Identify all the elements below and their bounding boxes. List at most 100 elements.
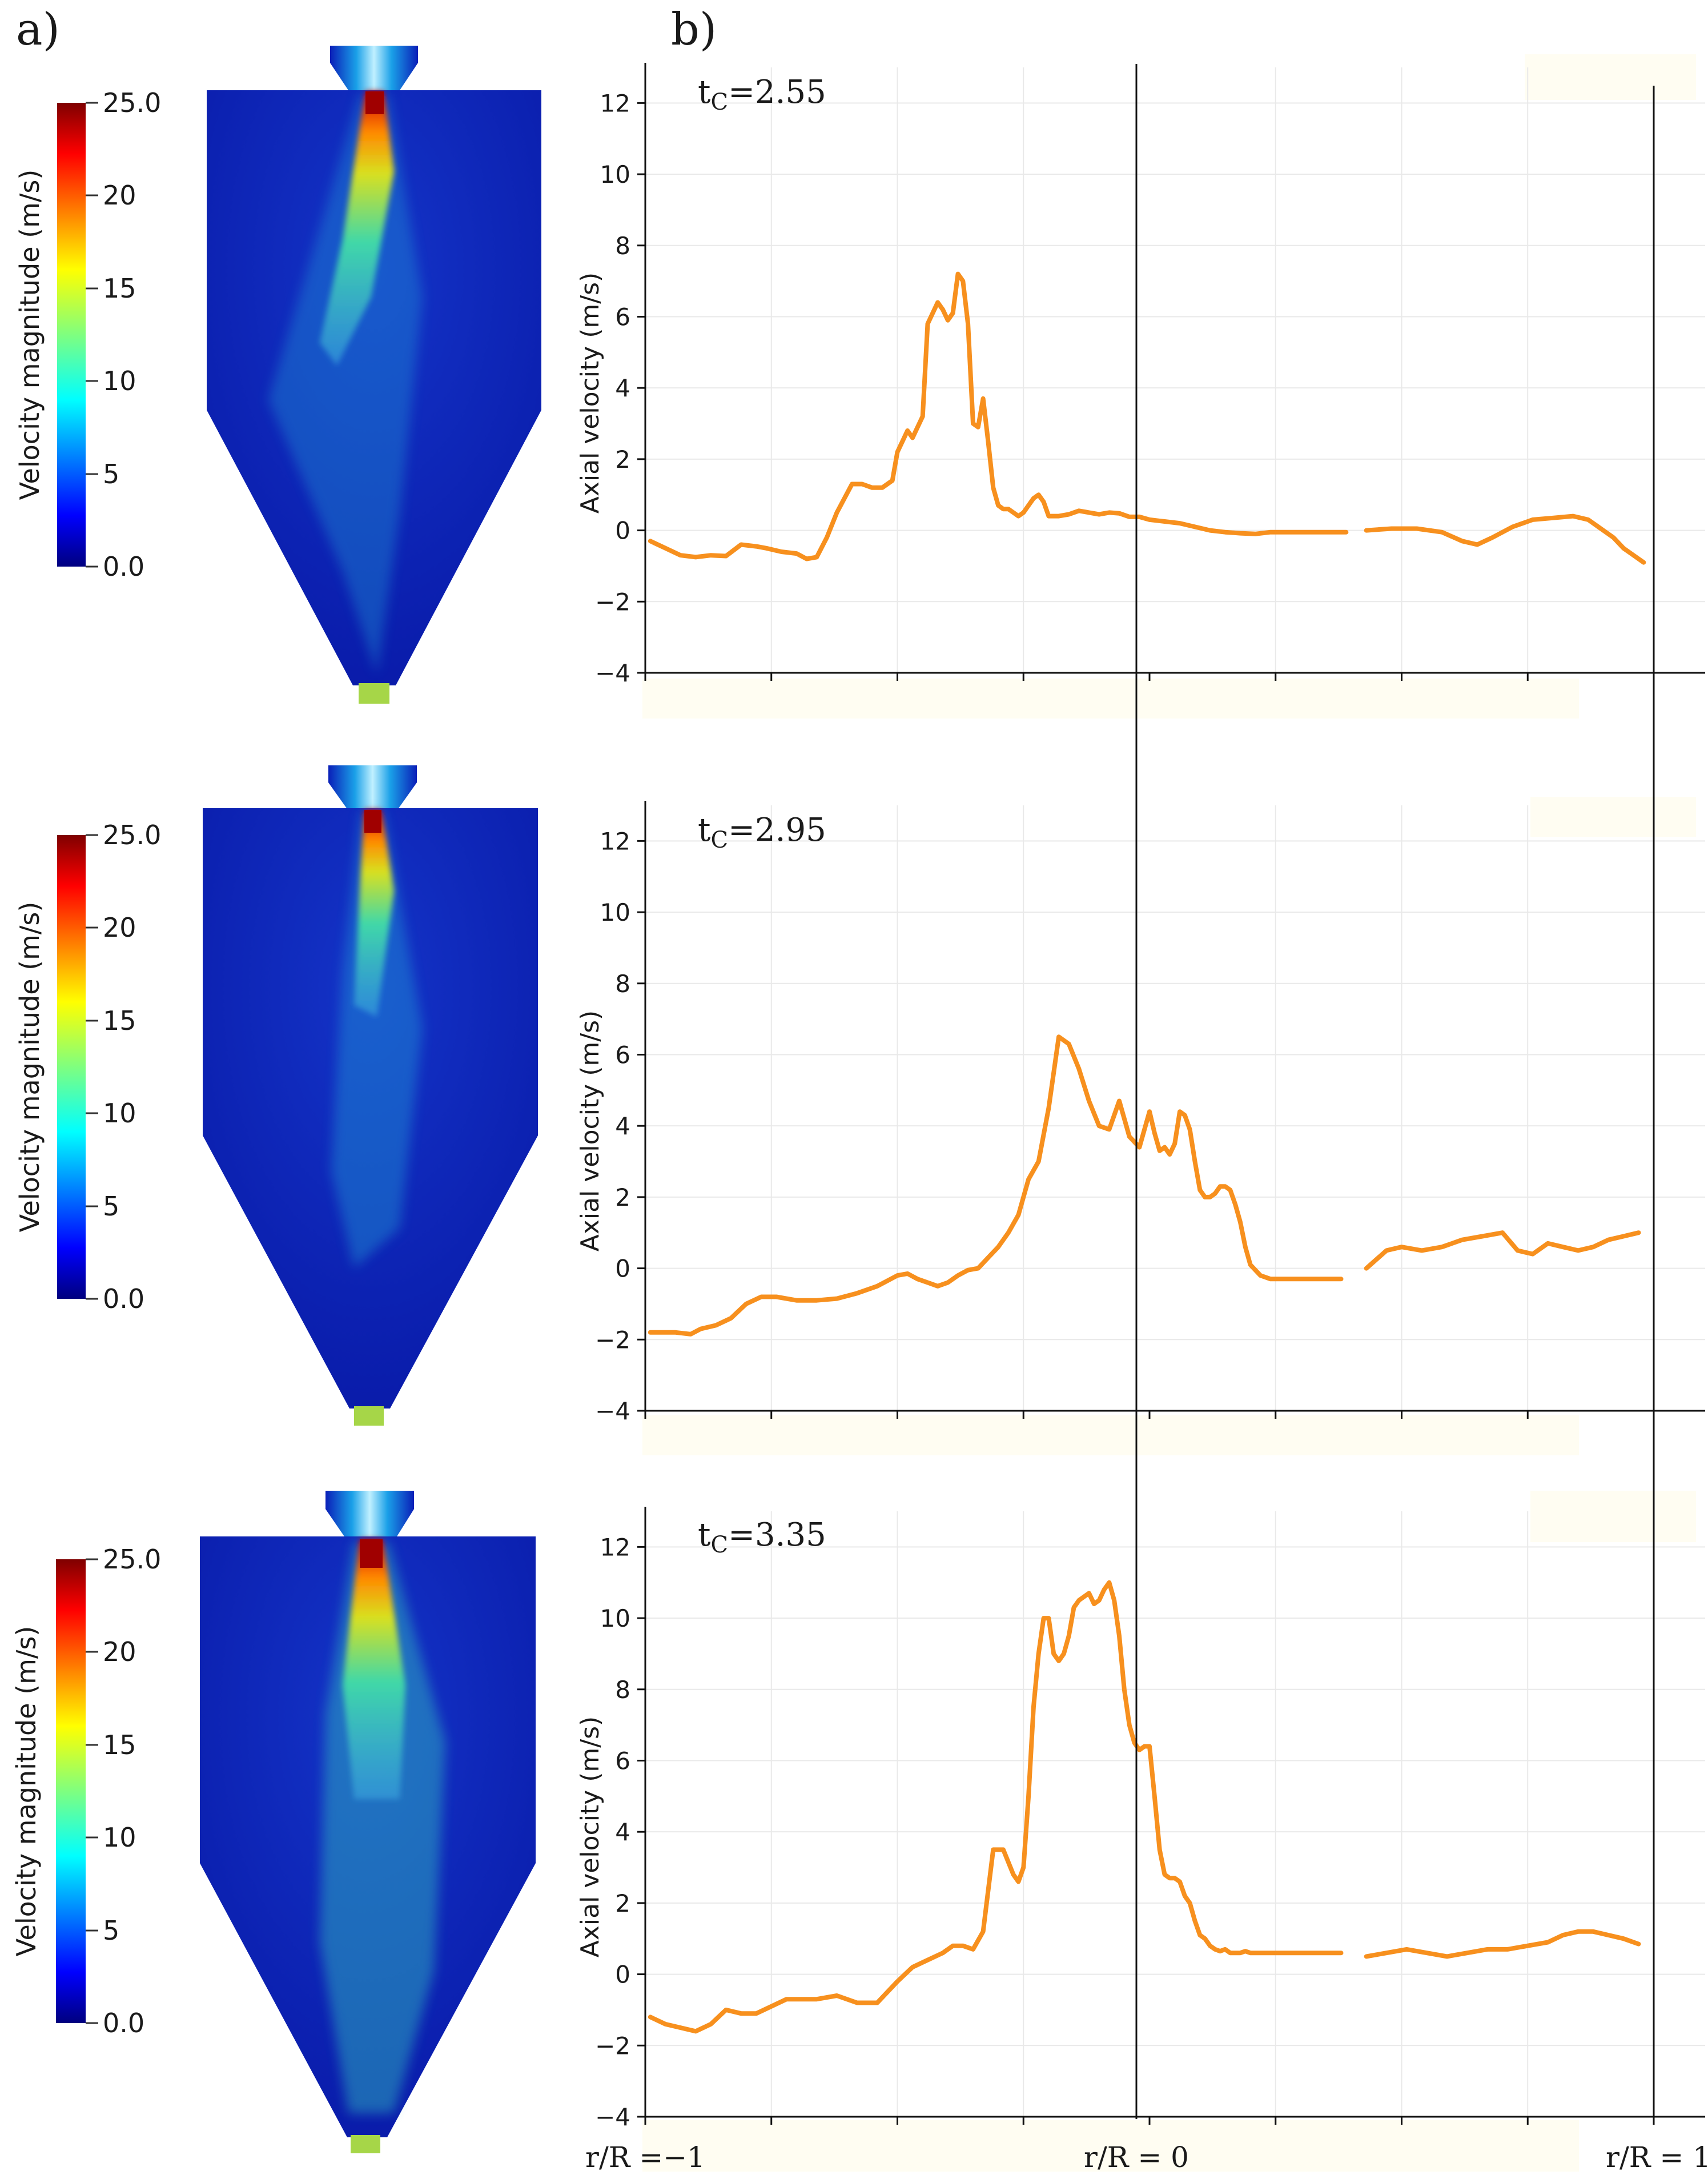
colorbar-tick: 5 xyxy=(103,1191,119,1222)
colorbar-tick: 0.0 xyxy=(103,551,144,582)
y-tick-label: 4 xyxy=(615,374,630,402)
y-axis-label: Axial velocity (m/s) xyxy=(576,1716,605,1957)
outlet xyxy=(359,683,389,704)
colorbar-tick: 10 xyxy=(103,366,136,396)
panel-a-label: a) xyxy=(16,4,60,55)
y-tick-label: −2 xyxy=(595,2032,630,2060)
y-tick-label: 2 xyxy=(615,1889,630,1917)
y-tick-label: 2 xyxy=(615,446,630,473)
colorbar-tick: 0.0 xyxy=(103,2008,144,2038)
background-band xyxy=(642,2120,1579,2172)
axial-velocity-chart-3: 12 10 8 6 4 2 0 −2 −4 Axial velocity (m/s) xyxy=(576,1507,1705,2131)
y-tick-label: 6 xyxy=(615,303,630,331)
colorbar-tick: 20 xyxy=(103,1636,136,1667)
y-tick-label: 2 xyxy=(615,1183,630,1211)
y-tick-label: 4 xyxy=(615,1112,630,1140)
nozzle xyxy=(330,46,418,90)
y-axis-label: Axial velocity (m/s) xyxy=(576,1010,605,1251)
time-label-t: t xyxy=(698,812,711,849)
y-tick-label: 12 xyxy=(600,89,630,117)
time-label-sub: C xyxy=(711,827,729,853)
axial-velocity-chart-1: 12 10 8 6 4 2 0 −2 −4 Axial velocity (m/s) xyxy=(576,63,1705,687)
colorbar-tick: 5 xyxy=(103,459,119,489)
colorbar-tick: 15 xyxy=(103,273,136,304)
series-line xyxy=(1364,1230,1641,1271)
colorbar-tick: 20 xyxy=(103,180,136,211)
y-tick-label: −2 xyxy=(595,588,630,616)
time-label-value: =2.95 xyxy=(728,812,826,849)
y-tick-label: 0 xyxy=(615,1255,630,1283)
colorbar-label: Velocity magnitude (m/s) xyxy=(11,1626,42,1957)
colorbar-tick: 20 xyxy=(103,912,136,943)
y-tick-label: 4 xyxy=(615,1818,630,1846)
colorbar-gradient xyxy=(57,103,86,567)
colorbar-gradient xyxy=(57,835,86,1299)
time-label-t: t xyxy=(698,74,711,111)
colorbar-tick: 10 xyxy=(103,1822,136,1853)
y-tick-label: 6 xyxy=(615,1747,630,1775)
y-tick-label: 0 xyxy=(615,517,630,545)
x-label-right: r/R = 1 xyxy=(1606,2141,1708,2174)
y-tick-label: 8 xyxy=(615,232,630,260)
y-tick-label: 10 xyxy=(600,160,630,188)
background-band xyxy=(642,1415,1579,1455)
y-axis-label: Axial velocity (m/s) xyxy=(576,272,605,513)
series-line xyxy=(648,271,1349,561)
colorbar-label: Velocity magnitude (m/s) xyxy=(14,170,45,500)
colorbar-tick: 25.0 xyxy=(103,87,161,118)
colorbar-tick: 25.0 xyxy=(103,820,161,850)
colorbar-tick: 0.0 xyxy=(103,1283,144,1314)
background-band xyxy=(1525,54,1696,100)
background-band xyxy=(642,679,1579,719)
colorbar-tick: 15 xyxy=(103,1729,136,1760)
series-line xyxy=(1364,513,1646,565)
time-label-1: tC=2.55 xyxy=(698,74,826,115)
time-label-t: t xyxy=(698,1516,711,1554)
nozzle xyxy=(328,765,417,808)
series-line xyxy=(648,1580,1344,2034)
colorbar-tick: 10 xyxy=(103,1098,136,1129)
y-tick-label: −4 xyxy=(595,1397,630,1425)
cfd-snapshot-3: 25.0 20 15 10 5 0.0 Velocity magnitude (… xyxy=(11,1491,536,2153)
outlet xyxy=(351,2135,380,2153)
time-label-value: =2.55 xyxy=(728,74,826,111)
cfd-snapshot-2: 25.0 20 15 10 5 0.0 Velocity magnitude (… xyxy=(14,765,538,1426)
y-tick-label: 8 xyxy=(615,970,630,998)
colorbar-ticks xyxy=(86,102,98,568)
colorbar-gradient xyxy=(56,1559,86,2023)
y-tick-label: 10 xyxy=(600,898,630,926)
time-label-value: =3.35 xyxy=(728,1516,826,1554)
background-band xyxy=(1530,797,1696,837)
series-line xyxy=(1364,1929,1641,1959)
y-tick-label: 8 xyxy=(615,1676,630,1704)
y-tick-label: 6 xyxy=(615,1041,630,1069)
jet-plume xyxy=(268,91,423,674)
y-tick-label: −4 xyxy=(595,659,630,687)
outlet xyxy=(354,1406,384,1426)
colorbar-ticks xyxy=(86,834,98,1300)
colorbar-tick: 15 xyxy=(103,1005,136,1036)
background-band xyxy=(1530,1491,1696,1542)
y-tick-label: 12 xyxy=(600,827,630,855)
panel-b-label: b) xyxy=(671,4,717,55)
nozzle xyxy=(325,1491,414,1536)
time-label-sub: C xyxy=(711,1532,729,1558)
jet-plume xyxy=(331,810,423,1268)
x-label-left: r/R =−1 xyxy=(585,2141,705,2174)
y-tick-label: 0 xyxy=(615,1961,630,1989)
y-tick-label: 12 xyxy=(600,1533,630,1561)
axial-velocity-chart-2: 12 10 8 6 4 2 0 −2 −4 Axial velocity (m/s) xyxy=(576,801,1705,1425)
time-label-2: tC=2.95 xyxy=(698,812,826,853)
time-label-sub: C xyxy=(711,89,729,115)
x-label-center: r/R = 0 xyxy=(1084,2141,1189,2174)
colorbar-tick: 5 xyxy=(103,1915,119,1946)
colorbar-ticks xyxy=(86,1558,98,2024)
time-label-3: tC=3.35 xyxy=(698,1516,826,1558)
y-tick-label: −4 xyxy=(595,2103,630,2131)
cfd-snapshot-1: 25.0 20 15 10 5 0.0 Velocity magnitude (… xyxy=(14,46,541,704)
jet-plume xyxy=(320,1539,445,2113)
series-line xyxy=(648,1034,1344,1337)
colorbar-label: Velocity magnitude (m/s) xyxy=(14,902,45,1233)
colorbar-tick: 25.0 xyxy=(103,1544,161,1575)
